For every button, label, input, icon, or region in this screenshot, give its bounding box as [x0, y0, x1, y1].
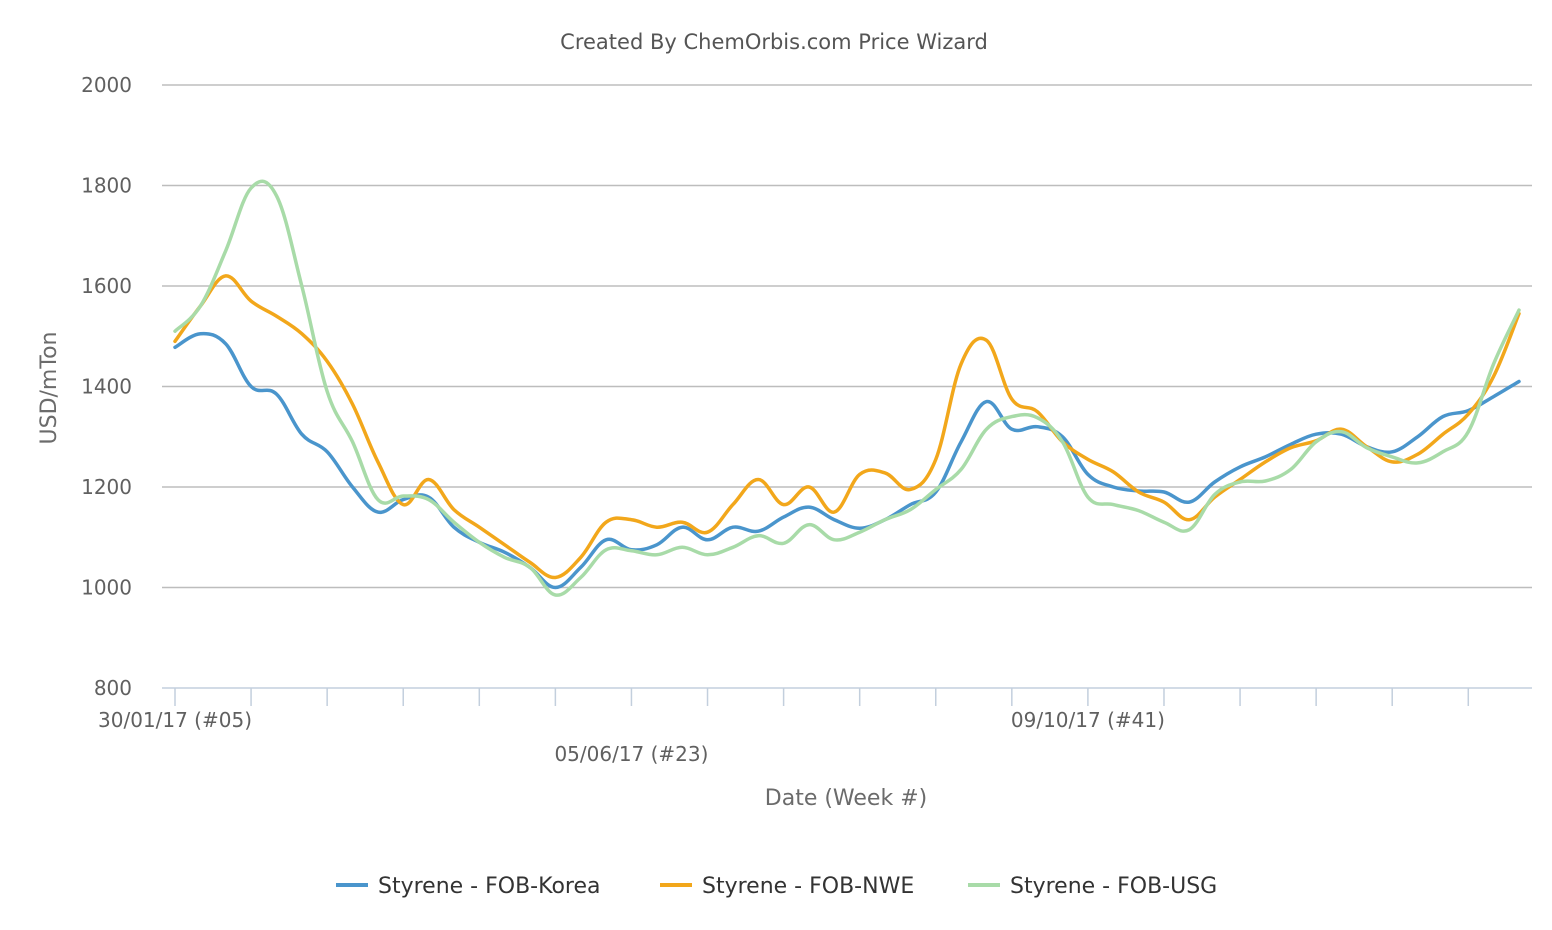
y-tick-label: 1000: [81, 576, 132, 600]
x-axis-title: Date (Week #): [765, 786, 927, 811]
legend-label: Styrene - FOB-NWE: [702, 874, 914, 899]
legend-label: Styrene - FOB-USG: [1010, 874, 1217, 899]
y-tick-label: 1600: [81, 274, 132, 298]
y-tick-label: 2000: [81, 73, 132, 97]
legend: Styrene - FOB-Korea Styrene - FOB-NWE Styr…: [336, 874, 1217, 899]
chart-title: Created By ChemOrbis.com Price Wizard: [560, 30, 988, 54]
y-tick-label: 1400: [81, 375, 132, 399]
gridlines: [162, 84, 1532, 589]
legend-item[interactable]: Styrene - FOB-Korea: [336, 874, 600, 899]
y-tick-label: 1200: [81, 475, 132, 499]
legend-item[interactable]: Styrene - FOB-USG: [968, 874, 1217, 899]
y-axis-ticks: 800 1000 1200 1400 1600 1800 2000: [81, 73, 132, 700]
x-tick-label: 05/06/17 (#23): [554, 742, 708, 766]
y-axis-title: USD/mTon: [37, 332, 62, 445]
legend-item[interactable]: Styrene - FOB-NWE: [660, 874, 914, 899]
series-line-2: [173, 274, 1521, 580]
x-tick-label: 30/01/17 (#05): [98, 708, 252, 732]
x-axis: 30/01/17 (#05) 05/06/17 (#23) 09/10/17 (#4…: [98, 687, 1532, 766]
series-lines: [173, 179, 1521, 597]
y-tick-label: 1800: [81, 174, 132, 198]
series-line-1: [173, 331, 1521, 590]
series-line-3: [173, 179, 1521, 597]
y-tick-label: 800: [94, 676, 132, 700]
legend-label: Styrene - FOB-Korea: [378, 874, 600, 899]
x-tick-label: 09/10/17 (#41): [1011, 708, 1165, 732]
